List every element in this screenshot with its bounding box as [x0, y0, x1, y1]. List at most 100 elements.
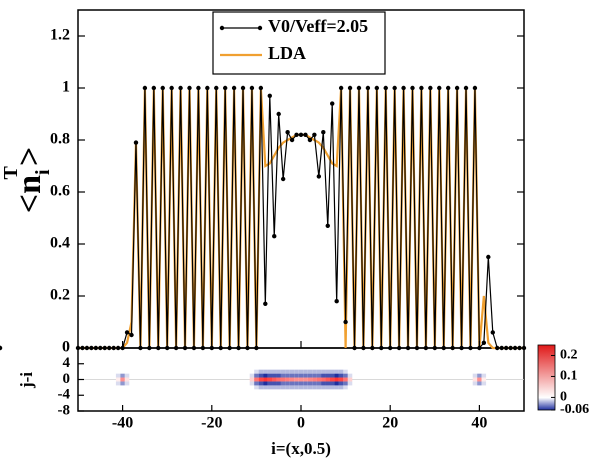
- heatmap-cell: [272, 385, 277, 390]
- data-point: [370, 345, 375, 351]
- heatmap-cell: [347, 369, 353, 374]
- heatmap-cell: [481, 377, 487, 382]
- heatmap-cell: [120, 373, 125, 378]
- heatmap-cell: [267, 373, 273, 378]
- heatmap-cell: [316, 369, 322, 374]
- data-point: [124, 330, 130, 335]
- y-tick-label: -4: [58, 387, 71, 403]
- heatmap-cell: [312, 377, 317, 382]
- heatmap-cell: [272, 373, 277, 378]
- heatmap-cell: [321, 373, 326, 378]
- data-point: [419, 85, 424, 91]
- heatmap-cell: [263, 377, 268, 382]
- heatmap-cell: [347, 377, 353, 382]
- heatmap-cell: [280, 369, 286, 374]
- x-tick-label: 0: [297, 415, 305, 432]
- heatmap-cell: [481, 385, 487, 390]
- ylabel-sub: i: [32, 169, 54, 175]
- data-point: [107, 345, 112, 351]
- data-point: [115, 345, 121, 351]
- heatmap-cell: [312, 381, 317, 386]
- heatmap-cell: [316, 385, 322, 390]
- heatmap-cell: [276, 369, 281, 374]
- heatmap-cell: [472, 377, 478, 382]
- colorbar-tick-label: 0: [560, 390, 567, 405]
- heatmap-cell: [321, 369, 326, 374]
- data-point: [236, 345, 241, 351]
- heatmap-cell: [303, 385, 308, 390]
- y-tick-label: 4: [63, 355, 71, 371]
- heatmap-cell: [303, 373, 308, 378]
- y-tick-label: 0.4: [50, 235, 70, 252]
- data-point: [0, 345, 3, 351]
- heatmap-cell: [267, 381, 273, 386]
- data-point: [151, 85, 157, 91]
- heatmap-cell: [343, 369, 348, 374]
- heatmap-cell: [325, 373, 330, 378]
- data-point: [312, 132, 317, 137]
- heatmap-cell: [115, 369, 121, 374]
- heatmap-cell: [347, 381, 353, 386]
- heatmap-cell: [472, 369, 478, 374]
- heatmap-cell: [303, 377, 308, 382]
- data-point: [338, 85, 344, 91]
- data-point: [289, 137, 295, 143]
- heatmap-cell: [249, 373, 255, 378]
- data-point: [160, 85, 165, 91]
- heatmap-cell: [249, 381, 255, 386]
- heatmap-cell: [334, 369, 339, 374]
- heatmap-cell: [272, 381, 277, 386]
- data-point: [307, 137, 313, 143]
- data-point: [138, 345, 143, 351]
- data-point: [173, 345, 179, 351]
- heatmap-cell: [285, 369, 290, 374]
- data-point: [169, 85, 174, 91]
- heatmap-cell: [477, 385, 482, 390]
- data-point: [459, 345, 464, 351]
- data-point: [240, 85, 246, 91]
- heatmap-cell: [298, 377, 304, 382]
- heatmap-cell: [338, 369, 344, 374]
- heatmap-cell: [124, 373, 130, 378]
- heatmap-cell: [254, 385, 259, 390]
- data-point: [187, 85, 192, 91]
- data-point: [222, 85, 228, 91]
- heatmap-cell: [289, 381, 295, 386]
- heatmap-cell: [258, 373, 264, 378]
- y-tick-label: 0: [62, 339, 70, 356]
- data-point: [191, 345, 197, 351]
- data-point: [218, 345, 223, 351]
- heatmap-cell: [285, 381, 290, 386]
- data-point: [93, 345, 99, 351]
- legend-marker: [219, 25, 225, 31]
- y-tick-label: 0.8: [50, 131, 70, 148]
- y-tick-label: -8: [58, 402, 71, 418]
- data-point: [410, 85, 415, 91]
- heatmap-cell: [115, 381, 121, 386]
- data-point: [249, 85, 255, 91]
- heatmap-cell: [298, 369, 304, 374]
- heatmap-cell: [307, 385, 313, 390]
- legend-box: [212, 11, 386, 75]
- heatmap-cell: [347, 373, 353, 378]
- heatmap-cell: [249, 369, 255, 374]
- heatmap-cell: [312, 385, 317, 390]
- data-point: [330, 101, 335, 106]
- heatmap-cell: [329, 377, 335, 382]
- data-point: [486, 254, 491, 260]
- heatmap-cell: [472, 381, 478, 386]
- data-point: [285, 130, 290, 135]
- heatmap-cell: [124, 381, 130, 386]
- data-point: [481, 340, 487, 345]
- heatmap-cell: [325, 377, 330, 382]
- x-tick-label: 20: [382, 415, 398, 432]
- heatmap-cell: [263, 373, 268, 378]
- heatmap-cell: [124, 377, 130, 382]
- heatmap-cell: [289, 385, 295, 390]
- heatmap-cell: [312, 373, 317, 378]
- heatmap-cell: [338, 373, 344, 378]
- data-point: [432, 345, 437, 351]
- heatmap-cell: [343, 377, 348, 382]
- y2-axis-label: j-i: [17, 372, 36, 389]
- data-point: [392, 85, 397, 91]
